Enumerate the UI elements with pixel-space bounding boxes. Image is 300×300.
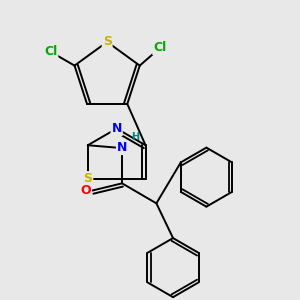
Text: Cl: Cl — [153, 41, 166, 54]
Text: H: H — [131, 132, 140, 142]
Text: N: N — [117, 141, 127, 154]
Text: Cl: Cl — [44, 45, 57, 58]
Text: S: S — [103, 35, 112, 48]
Text: O: O — [80, 184, 91, 197]
Text: S: S — [83, 172, 92, 185]
Text: N: N — [112, 122, 122, 135]
